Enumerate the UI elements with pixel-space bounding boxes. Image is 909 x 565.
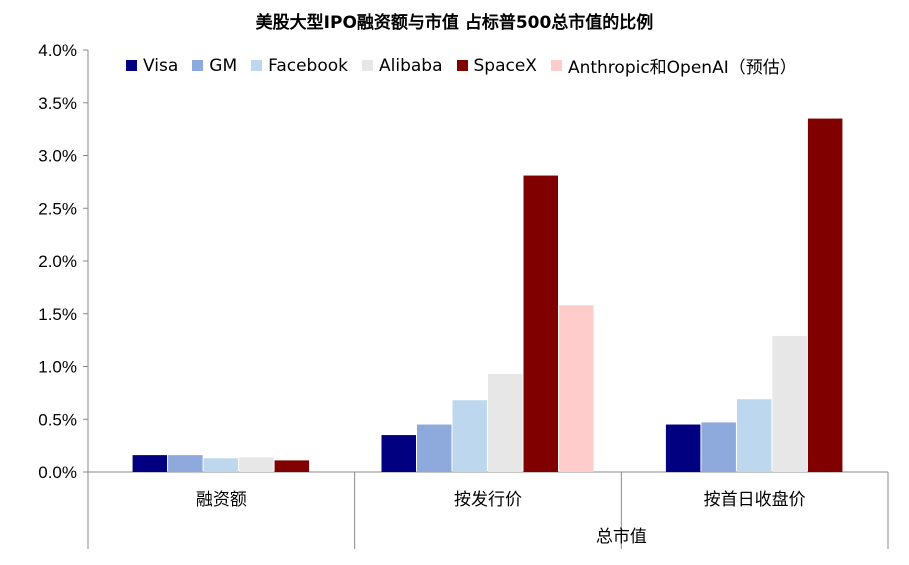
bar-spacex-2: [523, 175, 558, 473]
group-label: 总市值: [596, 527, 647, 547]
legend-label-alibaba: Alibaba: [379, 55, 443, 76]
bar-facebook-1: [203, 458, 239, 472]
bar-gm-1: [168, 455, 203, 472]
y-tick-label: 2.0%: [38, 252, 77, 271]
chart-title: 美股大型IPO融资额与市值 占标普500总市值的比例: [255, 13, 654, 33]
legend-item-gm: GM: [192, 56, 237, 76]
legend-swatch-gm: [192, 60, 204, 71]
bar-gm-2: [417, 424, 452, 472]
legend-swatch-spacex: [456, 60, 468, 71]
y-tick-label: 3.0%: [38, 147, 77, 166]
category-label: 按发行价: [454, 490, 522, 510]
legend-label-anthropic-openai: Anthropic和OpenAI（预估）: [567, 58, 797, 78]
legend-swatch-anthropic-openai: [550, 60, 562, 71]
legend-label-spacex: SpaceX: [473, 55, 537, 76]
legend: Visa GM Facebook Alibaba SpaceX Anthropi…: [126, 53, 811, 78]
bar-facebook-2: [452, 400, 487, 472]
y-tick-label: 1.5%: [38, 305, 77, 324]
legend-label-facebook: Facebook: [268, 55, 348, 76]
category-label: 融资额: [196, 490, 247, 510]
y-tick-label: 0.5%: [38, 410, 77, 429]
bar-facebook-3: [736, 399, 772, 472]
category-label: 按首日收盘价: [704, 490, 806, 510]
y-tick-label: 1.0%: [38, 358, 77, 377]
bar-visa-1: [132, 455, 168, 472]
bar-visa-3: [665, 424, 701, 472]
bar-spacex-3: [807, 118, 843, 472]
bar-alibaba-1: [239, 457, 274, 472]
legend-swatch-visa: [126, 60, 137, 71]
bar-alibaba-2: [488, 373, 523, 472]
bar-anthropic-openai-2: [559, 305, 594, 472]
legend-item-visa: Visa: [126, 56, 178, 76]
y-tick-label: 0.0%: [38, 463, 77, 482]
bar-spacex-1: [274, 460, 310, 472]
legend-item-alibaba: Alibaba: [362, 56, 443, 76]
bar-gm-3: [701, 422, 736, 472]
y-tick-label: 3.5%: [38, 94, 77, 113]
legend-item-anthropic-openai: Anthropic和OpenAI（预估）: [550, 53, 797, 78]
legend-label-visa: Visa: [143, 55, 179, 76]
legend-swatch-facebook: [251, 60, 263, 71]
y-tick-label: 2.5%: [38, 199, 77, 218]
bar-visa-2: [381, 435, 416, 472]
legend-item-facebook: Facebook: [251, 56, 348, 76]
bar-alibaba-3: [772, 335, 807, 472]
legend-label-gm: GM: [209, 55, 238, 76]
legend-swatch-alibaba: [362, 60, 373, 71]
legend-item-spacex: SpaceX: [456, 55, 537, 76]
y-tick-label: 4.0%: [38, 41, 77, 60]
